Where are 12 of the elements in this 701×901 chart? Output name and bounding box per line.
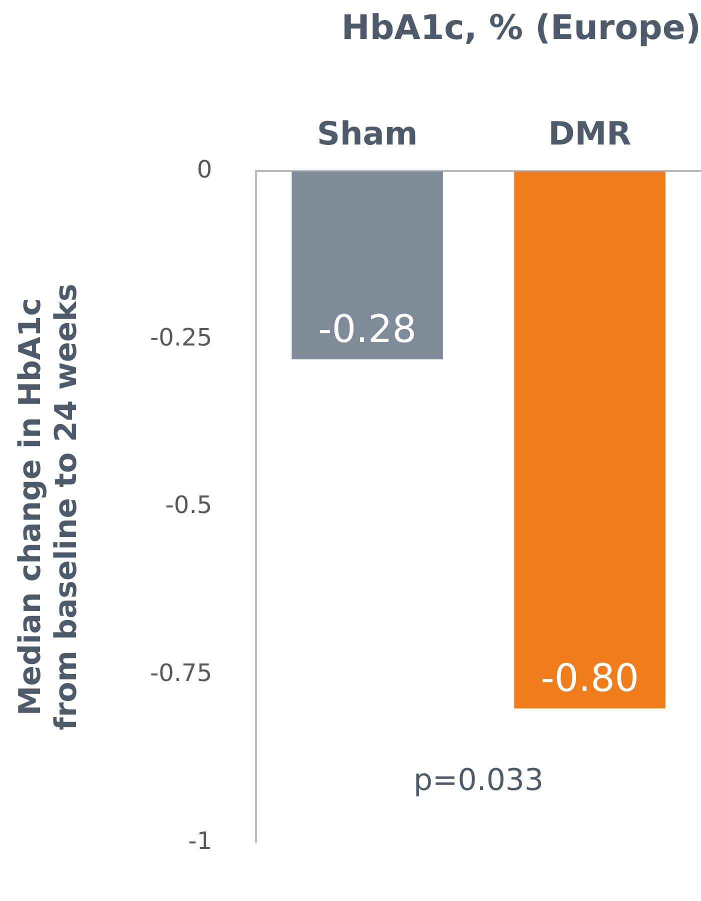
y-tick-label: 0 bbox=[196, 155, 212, 184]
y-tick-label: -0.25 bbox=[150, 323, 212, 352]
y-axis-title: Median change in HbA1c from baseline to 24 weeks bbox=[12, 284, 84, 730]
annotation: p=0.033 bbox=[414, 762, 544, 798]
y-tick-label: -0.75 bbox=[150, 658, 212, 687]
x-tick-label: DMR bbox=[548, 114, 632, 152]
x-tick-label: Sham bbox=[316, 114, 418, 152]
chart-title: HbA1c, % (Europe) bbox=[341, 8, 701, 48]
data-label: -0.80 bbox=[540, 656, 639, 700]
y-tick-label: -0.5 bbox=[165, 491, 212, 520]
data-label: -0.28 bbox=[318, 307, 416, 352]
y-tick-label: -1 bbox=[188, 826, 212, 855]
